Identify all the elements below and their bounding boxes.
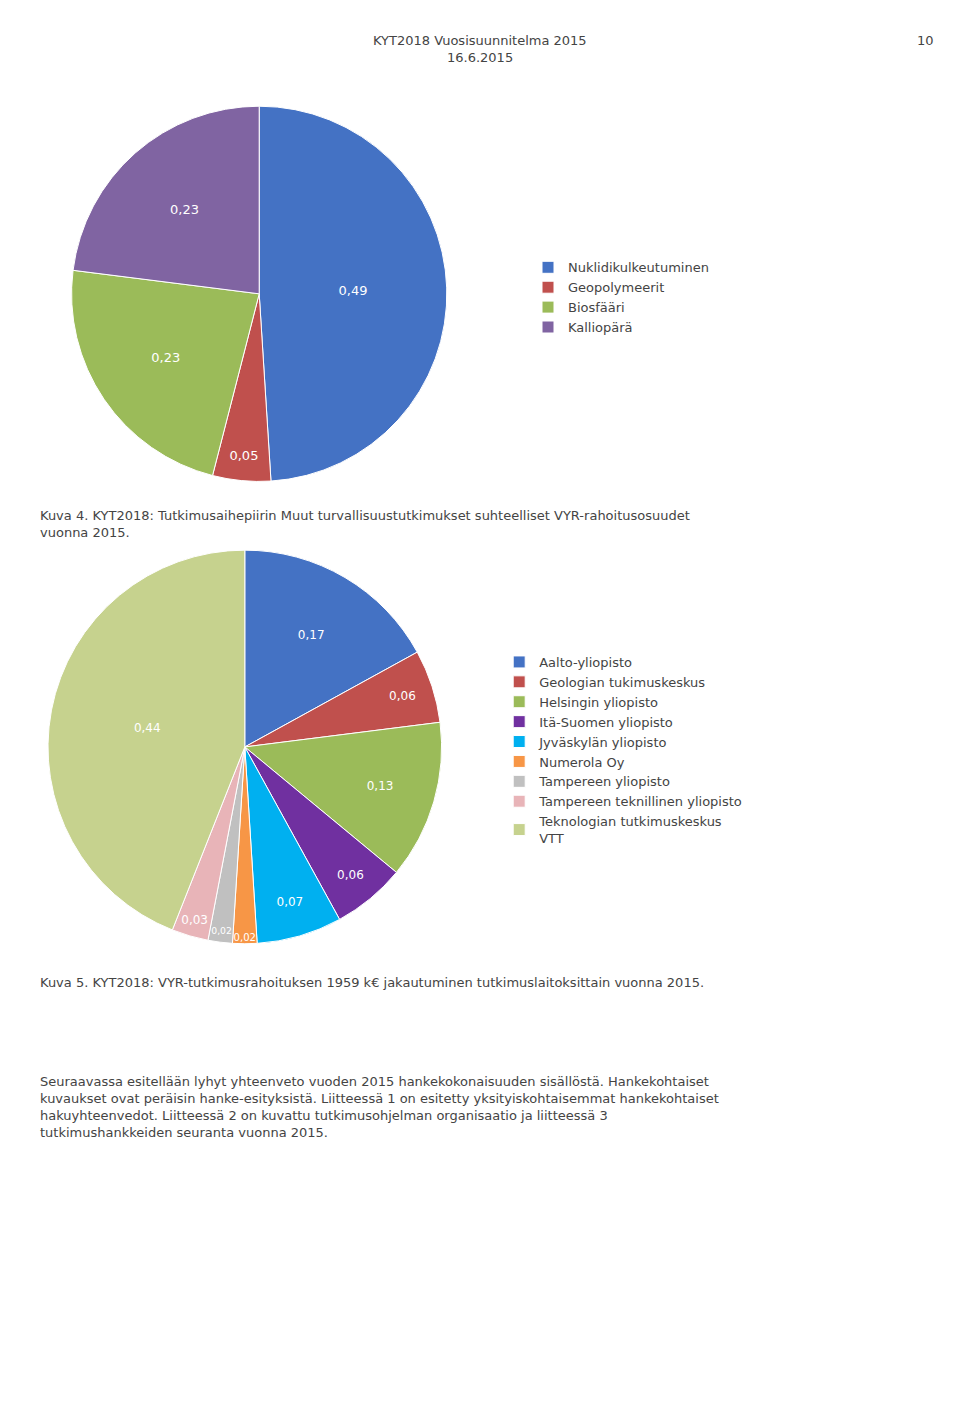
svg-text:KYT2018 Vuosisuunnitelma 2015: KYT2018 Vuosisuunnitelma 2015 bbox=[373, 33, 587, 48]
svg-text:0,44: 0,44 bbox=[134, 721, 161, 735]
svg-text:16.6.2015: 16.6.2015 bbox=[447, 50, 513, 65]
svg-text:Nuklidikulkeutuminen: Nuklidikulkeutuminen bbox=[568, 260, 709, 275]
svg-text:Kalliopärä: Kalliopärä bbox=[568, 320, 633, 335]
svg-text:10: 10 bbox=[917, 33, 934, 48]
svg-text:0,13: 0,13 bbox=[367, 779, 394, 793]
svg-text:0,02: 0,02 bbox=[234, 932, 256, 943]
svg-text:0,02: 0,02 bbox=[211, 925, 232, 936]
svg-text:Kuva 4. KYT2018: Tutkimusaihep: Kuva 4. KYT2018: Tutkimusaihepiirin Muut… bbox=[40, 508, 690, 540]
svg-text:0,49: 0,49 bbox=[339, 283, 368, 298]
svg-text:Geologian tukimuskeskus: Geologian tukimuskeskus bbox=[539, 675, 705, 690]
svg-text:0,03: 0,03 bbox=[181, 913, 208, 927]
svg-text:0,07: 0,07 bbox=[277, 895, 304, 909]
svg-text:Kuva 5. KYT2018: VYR-tutkimusr: Kuva 5. KYT2018: VYR-tutkimusrahoituksen… bbox=[40, 975, 704, 990]
svg-text:Helsingin yliopisto: Helsingin yliopisto bbox=[539, 695, 658, 710]
svg-text:Geopolymeerit: Geopolymeerit bbox=[568, 280, 664, 295]
svg-text:Tampereen yliopisto: Tampereen yliopisto bbox=[538, 774, 670, 789]
svg-text:Aalto-yliopisto: Aalto-yliopisto bbox=[539, 655, 632, 670]
svg-text:Numerola Oy: Numerola Oy bbox=[539, 755, 625, 770]
svg-text:Biosfääri: Biosfääri bbox=[568, 300, 625, 315]
svg-text:Tampereen teknillinen yliopist: Tampereen teknillinen yliopisto bbox=[538, 794, 742, 809]
svg-text:0,23: 0,23 bbox=[151, 350, 180, 365]
svg-text:0,23: 0,23 bbox=[170, 202, 199, 217]
svg-text:0,06: 0,06 bbox=[389, 689, 416, 703]
svg-text:0,06: 0,06 bbox=[337, 868, 364, 882]
svg-text:0,05: 0,05 bbox=[229, 448, 258, 463]
svg-text:Teknologian tutkimuskeskusVTT: Teknologian tutkimuskeskusVTT bbox=[538, 814, 722, 846]
svg-text:Seuraavassa esitellään lyhyt y: Seuraavassa esitellään lyhyt yhteenveto … bbox=[40, 1074, 719, 1140]
svg-text:Itä-Suomen yliopisto: Itä-Suomen yliopisto bbox=[539, 715, 673, 730]
svg-text:0,17: 0,17 bbox=[298, 628, 325, 642]
svg-text:Jyväskylän yliopisto: Jyväskylän yliopisto bbox=[538, 735, 666, 750]
